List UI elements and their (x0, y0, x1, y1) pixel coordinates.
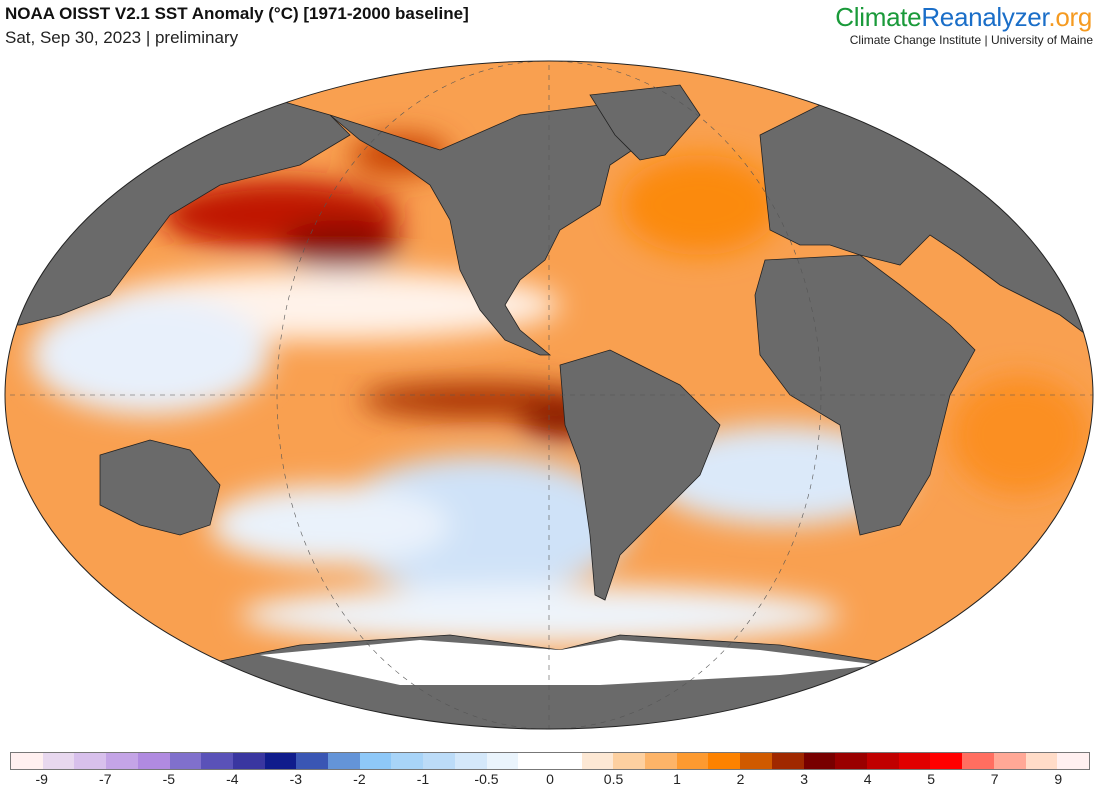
colorbar-cell (264, 753, 297, 769)
colorbar-cell (1057, 753, 1089, 769)
colorbar-cell (169, 753, 202, 769)
greenland (589, 84, 701, 161)
site-logo[interactable]: ClimateReanalyzer.org (835, 2, 1092, 33)
colorbar-cell (930, 753, 963, 769)
colorbar-cell (835, 753, 867, 769)
colorbar-cell (296, 753, 329, 769)
colorbar-tick-label: 7 (990, 771, 999, 787)
colorbar-tick-label: -0.5 (474, 771, 499, 787)
colorbar-tick-label: 4 (863, 771, 872, 787)
colorbar-cell (232, 753, 265, 769)
colorbar-cell (549, 753, 582, 769)
colorbar (10, 752, 1090, 770)
colorbar-cell (708, 753, 741, 769)
colorbar-cell (454, 753, 487, 769)
colorbar-cell (740, 753, 772, 769)
colorbar-cell (106, 753, 138, 769)
logo-part-climate: Climate (835, 2, 922, 32)
colorbar-cell (803, 753, 836, 769)
colorbar-tick-label: -5 (162, 771, 176, 787)
colorbar-tick-label: 2 (736, 771, 745, 787)
colorbar-cell (328, 753, 360, 769)
colorbar-cell (137, 753, 170, 769)
sst-anomaly-map (4, 60, 1094, 730)
colorbar-cell (993, 753, 1026, 769)
colorbar-cell (898, 753, 931, 769)
colorbar-tick-label: -9 (35, 771, 48, 787)
colorbar-cell (1025, 753, 1058, 769)
colorbar-tick-label: -3 (289, 771, 303, 787)
map-title: NOAA OISST V2.1 SST Anomaly (°C) [1971-2… (5, 4, 469, 23)
colorbar-tick-label: 0.5 (603, 771, 624, 787)
globe-outline (4, 60, 1094, 730)
graticule (5, 61, 1093, 729)
australia (99, 439, 221, 536)
anomaly-field (30, 135, 1090, 645)
colorbar-cell (645, 753, 677, 769)
colorbar-cell (866, 753, 899, 769)
logo-part-org: .org (1048, 2, 1092, 32)
colorbar-cell (518, 753, 550, 769)
colorbar-cell (771, 753, 804, 769)
colorbar-cell (201, 753, 233, 769)
colorbar-tick-label: 9 (1054, 771, 1063, 787)
colorbar-ticks: -9 -7 -5 -4 -3 -2 -1 -0.5 0 0.5 1 2 3 4 5 7 9 (10, 771, 1090, 791)
colorbar-cell (486, 753, 519, 769)
institution-label: Climate Change Institute | University of… (849, 33, 1093, 47)
north-america (329, 104, 641, 356)
south-america (559, 349, 721, 601)
colorbar-cell (581, 753, 614, 769)
colorbar-cell (359, 753, 392, 769)
colorbar-cell (613, 753, 646, 769)
map-date: Sat, Sep 30, 2023 | preliminary (5, 28, 239, 47)
logo-part-reanalyzer: Reanalyzer (921, 2, 1049, 32)
sea-ice (260, 640, 880, 685)
colorbar-tick-label: 1 (673, 771, 681, 787)
colorbar-cell (962, 753, 994, 769)
colorbar-tick-label: -1 (416, 771, 430, 787)
colorbar-cell (11, 753, 43, 769)
colorbar-cell (391, 753, 424, 769)
colorbar-tick-label: -7 (99, 771, 112, 787)
colorbar-cell (423, 753, 455, 769)
colorbar-cell (74, 753, 107, 769)
colorbar-tick-label: -2 (353, 771, 366, 787)
colorbar-cell (42, 753, 75, 769)
colorbar-tick-label: 3 (800, 771, 809, 787)
colorbar-tick-label: -4 (226, 771, 239, 787)
colorbar-cell (676, 753, 709, 769)
colorbar-tick-label: 5 (927, 771, 936, 787)
colorbar-tick-label: 0 (546, 771, 554, 787)
